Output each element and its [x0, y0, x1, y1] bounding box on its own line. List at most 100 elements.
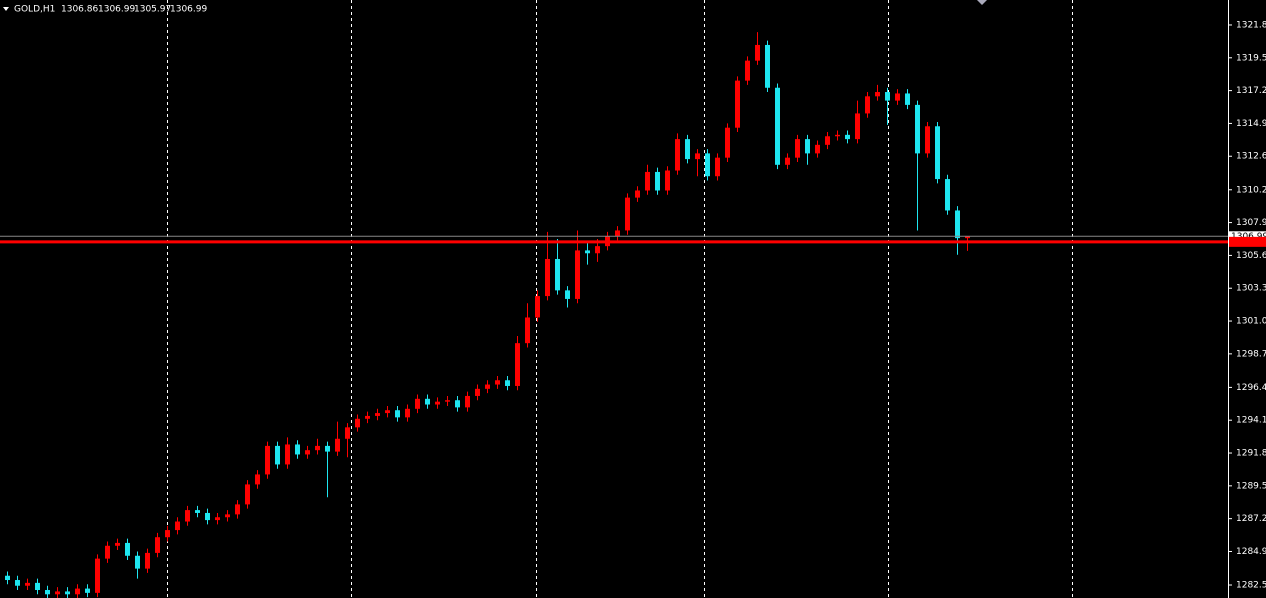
candle-body [915, 104, 920, 154]
y-tick-label: 1317.20 [1236, 86, 1266, 96]
candle-body [255, 474, 260, 485]
candle-body [685, 139, 690, 160]
candle-body [195, 510, 200, 513]
candle-body [325, 445, 330, 452]
candle-body [785, 157, 790, 165]
candle-body [825, 136, 830, 145]
ohlc-high: 1306.99 [98, 5, 135, 15]
candle-body [835, 134, 840, 137]
bid-label: 1306.99 [1231, 232, 1266, 242]
chart-title: GOLD,H1 [14, 5, 55, 15]
candle-body [635, 190, 640, 198]
candle-body [205, 512, 210, 521]
y-tick-label: 1307.95 [1236, 218, 1266, 228]
candle-body [495, 380, 500, 385]
ohlc-low: 1305.97 [134, 5, 171, 15]
candle-body [295, 444, 300, 455]
candle-body [565, 290, 570, 299]
candle-body [265, 445, 270, 475]
candle-body [755, 44, 760, 61]
candle-body [935, 126, 940, 180]
candle-body [555, 258, 560, 291]
candle-body [965, 236, 970, 239]
candle-body [185, 510, 190, 522]
candle-body [885, 92, 890, 101]
header-arrow [3, 7, 9, 11]
y-tick-label: 1310.25 [1236, 185, 1266, 195]
candle-body [65, 591, 70, 595]
candle-body [945, 179, 950, 211]
candle-body [135, 555, 140, 569]
y-tick-label: 1301.05 [1236, 317, 1266, 327]
candle-body [645, 171, 650, 191]
candle-body [15, 580, 20, 586]
candle-body [905, 93, 910, 105]
candle-body [405, 408, 410, 418]
candle-body [345, 427, 350, 439]
candle-body [515, 343, 520, 386]
candle-body [85, 588, 90, 593]
y-tick-label: 1312.60 [1236, 152, 1266, 162]
candle-body [315, 445, 320, 451]
ohlc-close: 1306.99 [170, 5, 207, 15]
candle-body [395, 410, 400, 418]
candle-body [665, 170, 670, 191]
candle-body [865, 96, 870, 114]
candle-body [75, 588, 80, 595]
candle-body [55, 591, 60, 595]
candle-body [285, 444, 290, 465]
candle-body [545, 258, 550, 297]
candle-body [375, 413, 380, 416]
candle-body [365, 415, 370, 419]
candle-body [745, 60, 750, 81]
y-tick-label: 1305.65 [1236, 251, 1266, 261]
y-tick-label: 1298.75 [1236, 349, 1266, 359]
candle-body [795, 139, 800, 158]
candle-body [615, 230, 620, 237]
candle-body [805, 139, 810, 154]
period-separators [167, 0, 1073, 598]
y-tick-label: 1319.50 [1236, 53, 1266, 63]
candle-body [725, 127, 730, 158]
candle-body [675, 139, 680, 171]
candle-body [705, 153, 710, 177]
y-tick-label: 1294.10 [1236, 416, 1266, 426]
candle-body [735, 80, 740, 128]
y-tick-label: 1284.90 [1236, 547, 1266, 557]
candle-body [225, 514, 230, 518]
candle-body [535, 296, 540, 318]
candle-body [655, 171, 660, 191]
candle-body [165, 530, 170, 538]
shift-marker [977, 0, 987, 5]
candle-body [215, 517, 220, 521]
candle-body [105, 545, 110, 559]
candle-body [505, 380, 510, 386]
candle-body [155, 537, 160, 553]
candle-body [415, 398, 420, 409]
candle-body [595, 246, 600, 254]
y-tick-label: 1289.50 [1236, 481, 1266, 491]
y-tick-label: 1287.20 [1236, 514, 1266, 524]
candle-body [145, 552, 150, 569]
candle-body [875, 92, 880, 97]
candle-body [955, 210, 960, 239]
candle-body [25, 582, 30, 586]
candle-body [115, 542, 120, 546]
candle-body [455, 400, 460, 408]
candle-body [475, 388, 480, 396]
y-tick-label: 1303.35 [1236, 284, 1266, 294]
y-tick-label: 1314.90 [1236, 119, 1266, 129]
candle-body [855, 113, 860, 140]
candle-body [275, 445, 280, 465]
candle-body [775, 87, 780, 165]
candle-body [465, 395, 470, 408]
candle-body [45, 590, 50, 595]
y-tick-label: 1296.40 [1236, 383, 1266, 393]
candle-body [235, 504, 240, 515]
candle-body [445, 400, 450, 402]
candle-body [385, 410, 390, 414]
candle-body [925, 126, 930, 154]
y-tick-label: 1282.55 [1236, 581, 1266, 591]
